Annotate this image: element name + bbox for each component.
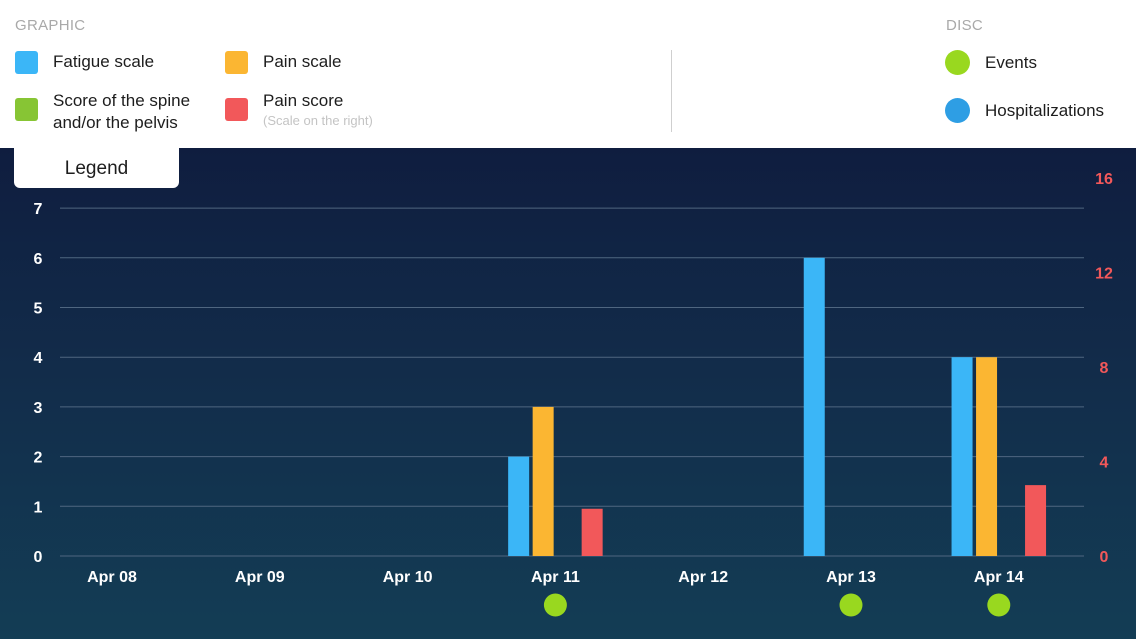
bar xyxy=(508,456,530,556)
x-tick-label: Apr 09 xyxy=(235,569,285,586)
bar xyxy=(581,508,603,556)
pain-score-swatch xyxy=(225,98,248,121)
disc-section-title: DISC xyxy=(946,17,984,34)
x-tick-label: Apr 08 xyxy=(87,569,137,586)
y-left-tick-label: 6 xyxy=(34,251,43,268)
spine-pelvis-score-swatch xyxy=(15,98,38,121)
legend-item-fatigue-scale: Fatigue scale xyxy=(15,51,154,74)
legend-label: Events xyxy=(985,53,1037,72)
legend-item-spine-pelvis-score: Score of the spine and/or the pelvis xyxy=(15,90,218,134)
y-right-tick-label: 12 xyxy=(1095,266,1113,283)
events-dot-icon xyxy=(945,50,970,75)
graphic-section-title: GRAPHIC xyxy=(15,17,86,34)
legend-panel: GRAPHIC DISC Fatigue scale Pain scale Sc… xyxy=(0,0,1136,148)
legend-label: Hospitalizations xyxy=(985,101,1105,120)
legend-label: Pain scale xyxy=(263,52,342,71)
y-left-tick-label: 1 xyxy=(34,499,43,516)
legend-sublabel: (Scale on the right) xyxy=(263,113,373,128)
bar xyxy=(803,257,825,556)
y-left-tick-label: 4 xyxy=(34,350,43,367)
x-tick-label: Apr 11 xyxy=(531,569,580,586)
y-left-tick-label: 7 xyxy=(34,201,43,218)
y-left-tick-label: 3 xyxy=(34,400,43,417)
legend-label: Fatigue scale xyxy=(53,52,155,71)
event-marker xyxy=(987,593,1011,617)
y-right-tick-label: 0 xyxy=(1100,549,1109,566)
legend-tab[interactable]: Legend xyxy=(14,148,179,188)
legend-divider xyxy=(671,50,672,132)
pain-score-text: Pain score (Scale on the right) xyxy=(263,90,373,130)
legend-item-events: Events xyxy=(945,50,1037,75)
bar xyxy=(951,357,973,556)
legend-item-pain-scale: Pain scale xyxy=(225,51,341,74)
legend-label: Score of the spine and/or the pelvis xyxy=(53,91,191,132)
legend-item-pain-score: Pain score (Scale on the right) xyxy=(225,90,373,130)
event-marker xyxy=(839,593,863,617)
y-left-tick-label: 5 xyxy=(34,301,43,318)
pain-scale-swatch xyxy=(225,51,248,74)
bar xyxy=(1025,485,1047,556)
y-right-tick-label: 8 xyxy=(1100,360,1109,377)
bar xyxy=(976,357,998,556)
x-tick-label: Apr 14 xyxy=(974,569,1024,586)
x-tick-label: Apr 10 xyxy=(383,569,433,586)
legend-label: Pain score xyxy=(263,91,344,110)
x-tick-label: Apr 12 xyxy=(678,569,728,586)
y-left-tick-label: 2 xyxy=(34,450,43,467)
chart-area: 0 1 2 3 4 5 6 7 0 4 8 12 16 Apr 08 Apr 09 Apr 10 Apr 11 A… xyxy=(0,148,1136,639)
y-right-tick-label: 4 xyxy=(1100,455,1109,472)
event-marker xyxy=(543,593,567,617)
y-right-tick-label: 16 xyxy=(1095,171,1113,188)
hospitalizations-dot-icon xyxy=(945,98,970,123)
y-left-tick-label: 0 xyxy=(34,549,43,566)
legend-item-hospitalizations: Hospitalizations xyxy=(945,98,1104,123)
fatigue-scale-swatch xyxy=(15,51,38,74)
x-tick-label: Apr 13 xyxy=(826,569,876,586)
bar xyxy=(532,406,554,556)
